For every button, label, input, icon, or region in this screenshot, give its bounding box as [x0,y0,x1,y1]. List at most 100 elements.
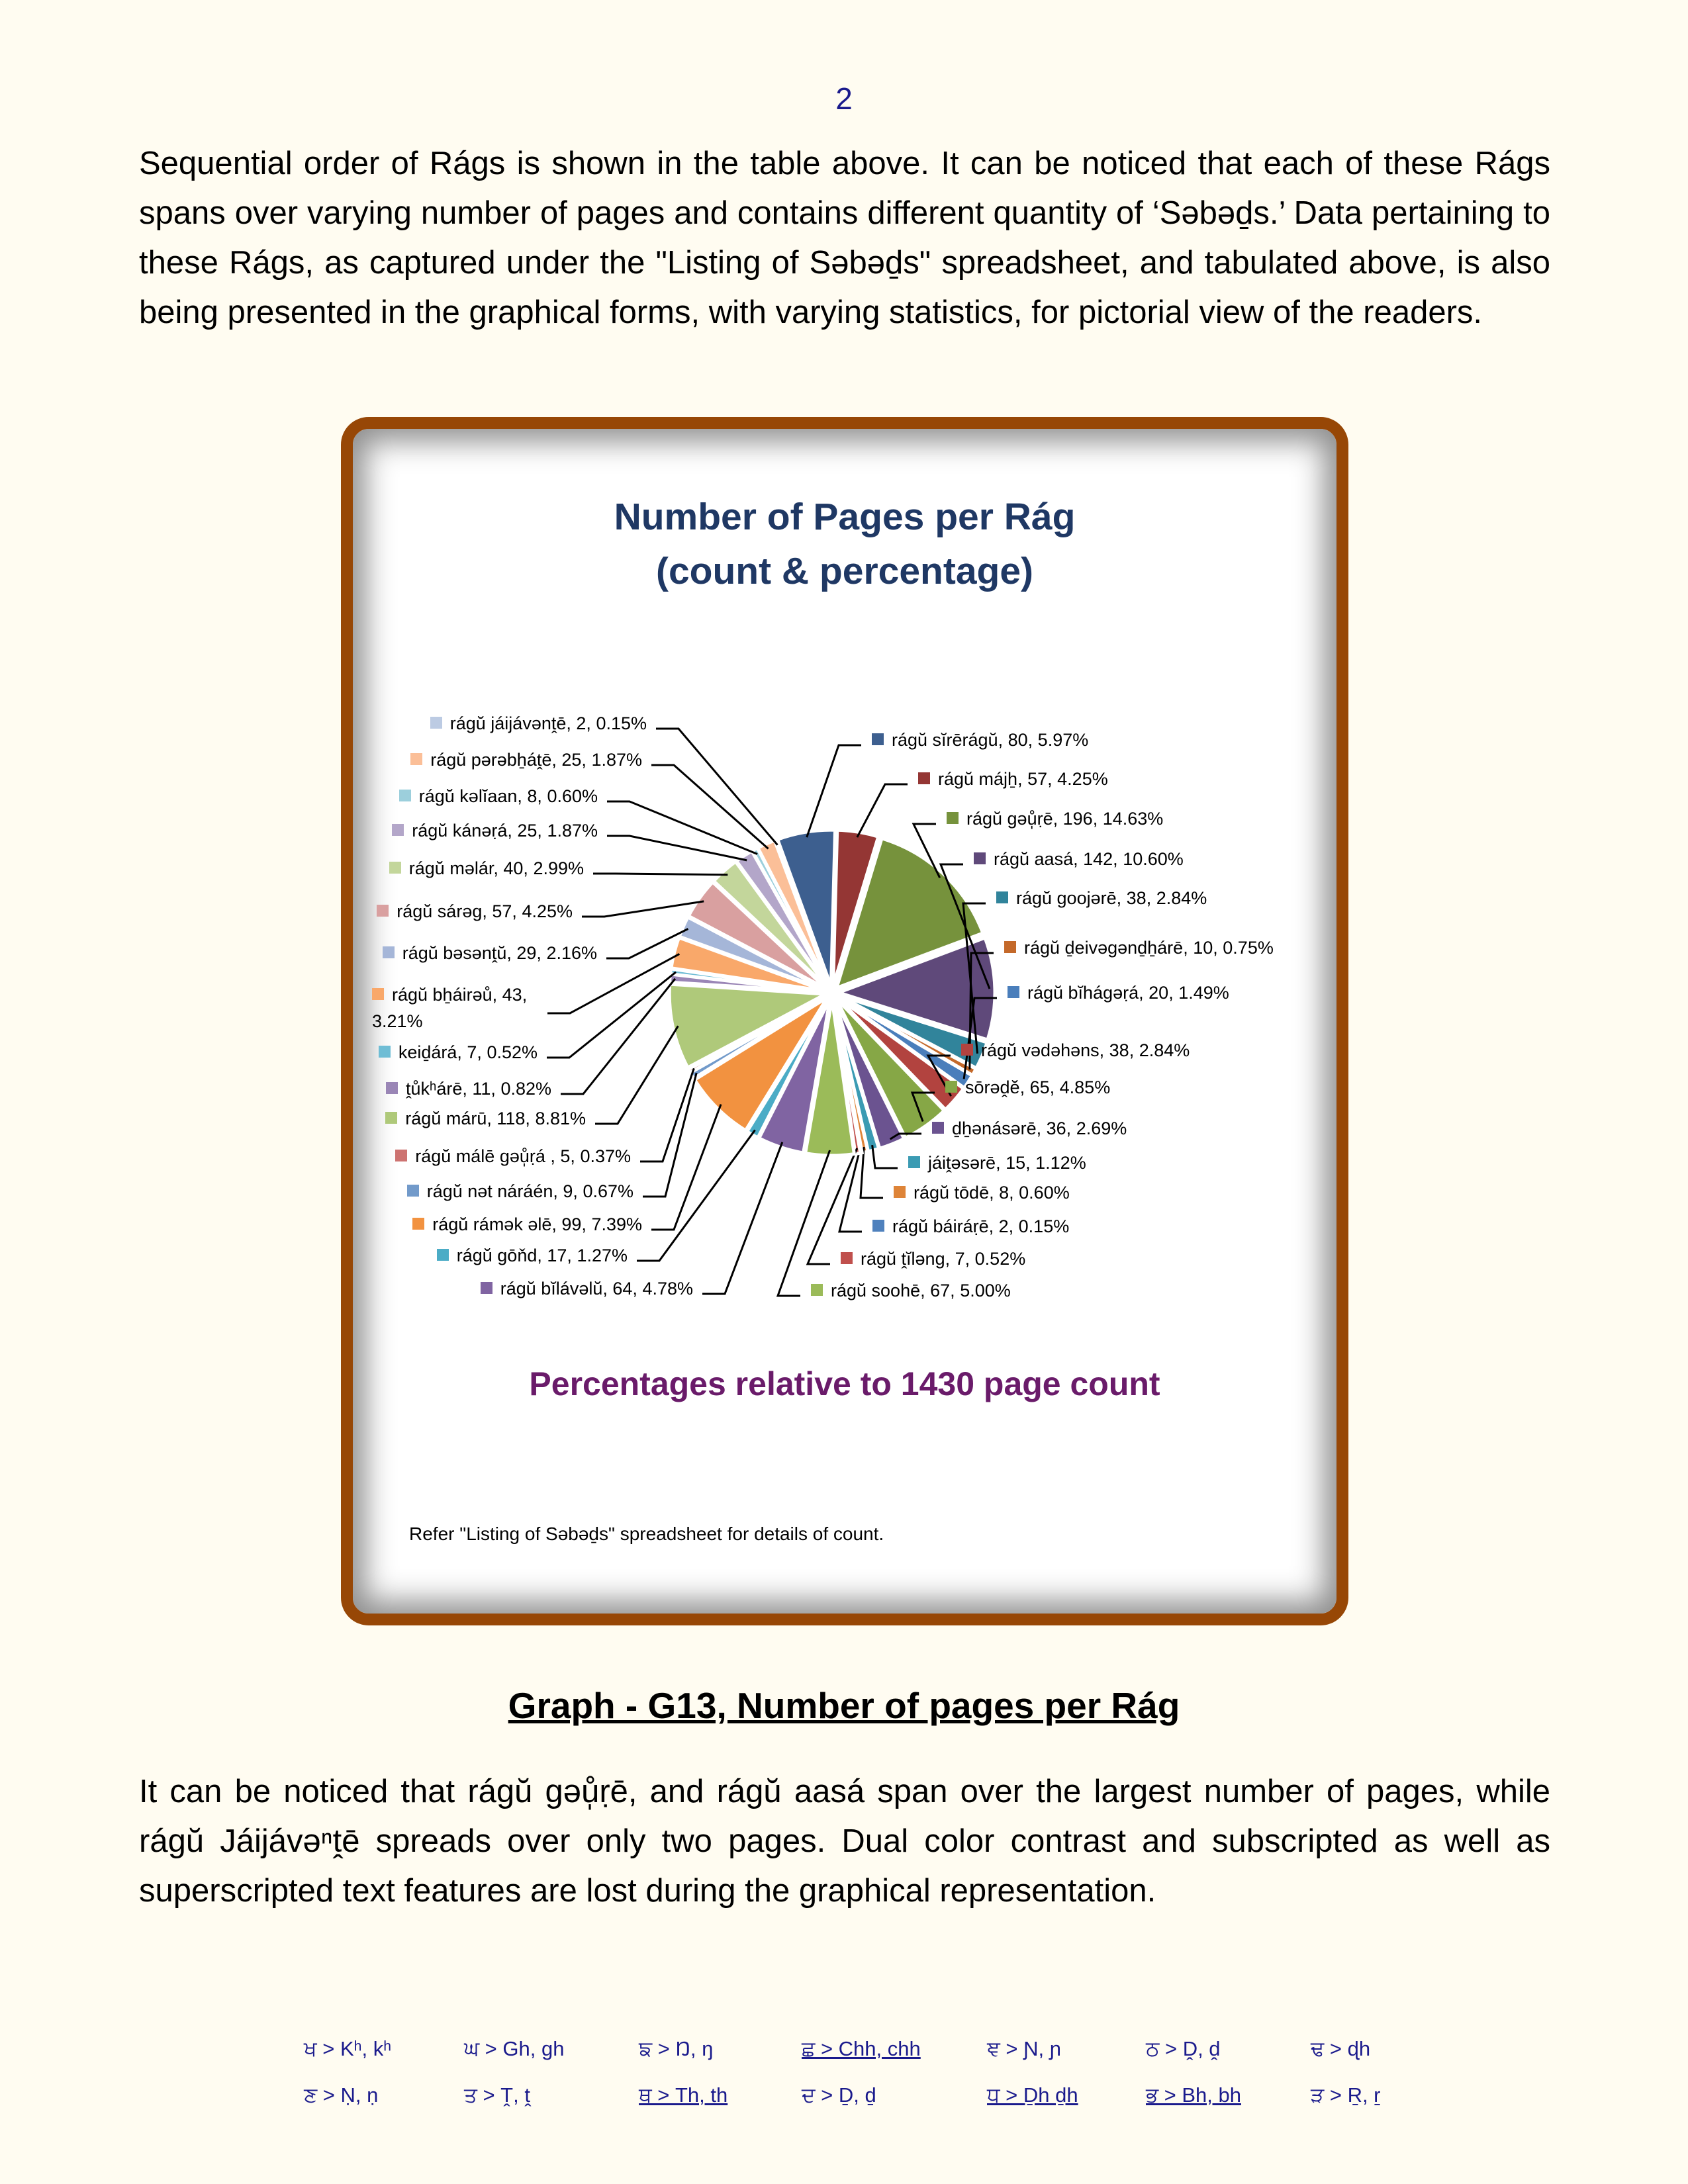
slice-name: rágŭ sárəg [397,901,483,921]
transliteration-item: ਠ > Ḓ, ḓ [1146,2037,1221,2060]
slice-value: 15 [1006,1153,1026,1173]
legend-marker-icon [996,891,1008,903]
pie-data-label: rágŭ gəů̩ṛē, 196, 14.63% [947,805,1163,832]
legend-marker-icon [399,790,411,801]
legend-marker-icon [378,1046,391,1058]
slice-value: 20 [1149,983,1169,1003]
chart-note: Refer "Listing of Səbəḏs" spreadsheet fo… [409,1524,884,1544]
slice-name: rágŭ márū [405,1109,487,1128]
slice-percent: 0.15% [1018,1216,1070,1236]
slice-name: rágŭ báiráṛē [892,1216,989,1236]
pie-data-label: rágŭ májẖ, 57, 4.25% [918,766,1108,792]
pie-data-label: rágŭ báiráṛē, 2, 0.15% [872,1213,1069,1240]
pie-data-label: jáiṱəsərē, 15, 1.12% [908,1150,1086,1176]
slice-value: 2 [576,713,586,733]
legend-marker-icon [908,1156,920,1168]
legend-marker-icon [382,946,395,958]
transliteration-item: ਥ > Th, th [639,2083,728,2107]
pie-data-label: rágŭ ṱĭləng, 7, 0.52% [841,1246,1025,1272]
slice-percent: 0.60% [547,786,598,806]
slice-name: rágŭ tōdē [914,1183,990,1203]
legend-marker-icon [932,1122,944,1134]
slice-value: 7 [955,1249,965,1269]
slice-name: rágŭ məlár [408,858,494,878]
slice-value: 99 [561,1214,582,1234]
slice-name: rágŭ nət náráén [426,1181,553,1201]
page-number: 2 [835,81,853,116]
slice-name: rágŭ rámək əlē [432,1214,552,1234]
chart-subtitle: Percentages relative to 1430 page count [529,1365,1160,1402]
slice-value: 65 [1029,1077,1050,1097]
slice-name: sōrəḓĕ [965,1077,1020,1097]
slice-percent: 1.49% [1178,983,1229,1003]
slice-value: 38 [1109,1040,1129,1060]
slice-percent: 0.60% [1019,1183,1070,1203]
slice-percent: 4.78% [642,1279,693,1298]
pie-data-label: keiḏárá, 7, 0.52% [378,1039,538,1066]
slice-value: 2 [998,1216,1009,1236]
pie-data-label: rágŭ goojərē, 38, 2.84% [996,885,1207,911]
legend-marker-icon [372,988,384,1000]
legend-marker-icon [392,824,404,836]
legend-marker-icon [385,1082,398,1094]
legend-marker-icon [385,1112,398,1124]
slice-percent: 5.97% [1037,730,1089,750]
closing-paragraph: It can be noticed that rágŭ gəů̩ṛē, and … [139,1774,1550,1909]
slice-name: rágŭ soohē [831,1281,921,1300]
transliteration-item: ਣ > Ṇ, ṇ [304,2083,379,2107]
pie-data-label: rágŭ tōdē, 8, 0.60% [894,1179,1070,1206]
slice-name: rágŭ bĭhágəṛá [1027,983,1139,1003]
slice-value: 36 [1046,1118,1066,1138]
legend-marker-icon [974,852,986,864]
slice-name: rágŭ sĭrērágŭ [892,730,998,750]
slice-name: rágŭ goojərē [1016,888,1117,908]
pie-data-label: rágŭ bĭlávəlŭ, 64, 4.78% [480,1275,693,1302]
slice-percent: 0.52% [487,1042,538,1062]
slice-name: rágŭ bəsənṱŭ [402,943,507,963]
slice-percent: 2.69% [1076,1118,1127,1138]
pie-data-label: rágŭ pərəbẖáṱē, 25, 1.87% [410,747,642,773]
slice-percent: 4.25% [522,901,573,921]
legend-marker-icon [389,862,401,874]
chart-title-line-1: Number of Pages per Rág [614,496,1076,538]
slice-value: 80 [1008,730,1028,750]
transliteration-item: ਛ > Chh, chh [802,2037,921,2060]
pie-data-label: rágŭ sárəg, 57, 4.25% [377,898,573,925]
slice-value: 25 [561,750,582,770]
legend-marker-icon [395,1150,408,1161]
pie-data-label: rágŭ bẖáirəů, 43, 3.21% [372,985,528,1031]
legend-marker-icon [430,717,442,729]
legend-marker-icon [947,812,959,824]
slice-percent: 4.25% [1057,769,1108,789]
slice-percent: 3.21% [372,1011,423,1031]
intro-paragraph: Sequential order of Rágs is shown in the… [139,146,1550,330]
pie-data-label: rágŭ márū, 118, 8.81% [385,1105,586,1132]
legend-marker-icon [436,1249,449,1261]
slice-percent: 1.27% [577,1246,628,1265]
slice-percent: 8.81% [535,1109,586,1128]
pie-data-label: rágŭ rámək əlē, 99, 7.39% [412,1211,642,1238]
pie-data-label: rágŭ kəlĭaan, 8, 0.60% [399,783,598,809]
transliteration-item: ਢ > ɖh [1311,2037,1371,2060]
slice-value: 43 [502,985,522,1005]
slice-value: 57 [1027,769,1048,789]
slice-value: 8 [527,786,538,806]
pie-data-label: rágŭ aasá, 142, 10.60% [974,846,1184,872]
pie-data-label: rágŭ málē gəů̩ṛá , 5, 0.37% [395,1143,631,1169]
slice-name: rágŭ bẖáirəů [392,985,492,1005]
transliteration-item: ਞ > Ɲ, ɲ [987,2037,1061,2060]
slice-percent: 2.84% [1156,888,1207,908]
transliteration-item: ਖ > Kʰ, kʰ [304,2037,392,2060]
transliteration-item: ਭ > Bh, bh [1146,2083,1241,2107]
slice-percent: 0.15% [596,713,647,733]
slice-percent: 7.39% [591,1214,642,1234]
slice-percent: 2.84% [1139,1040,1190,1060]
slice-name: rágŭ aasá [994,849,1074,869]
pie-data-label: rágŭ bĭhágəṛá, 20, 1.49% [1008,979,1229,1006]
pie-data-label: rágŭ sĭrērágŭ, 80, 5.97% [872,727,1088,753]
legend-marker-icon [377,905,389,917]
legend-marker-icon [841,1252,853,1264]
slice-name: rágŭ bĭlávəlŭ [500,1279,603,1298]
slice-percent: 2.16% [546,943,597,963]
slice-name: rágŭ ṱĭləng [861,1249,945,1269]
